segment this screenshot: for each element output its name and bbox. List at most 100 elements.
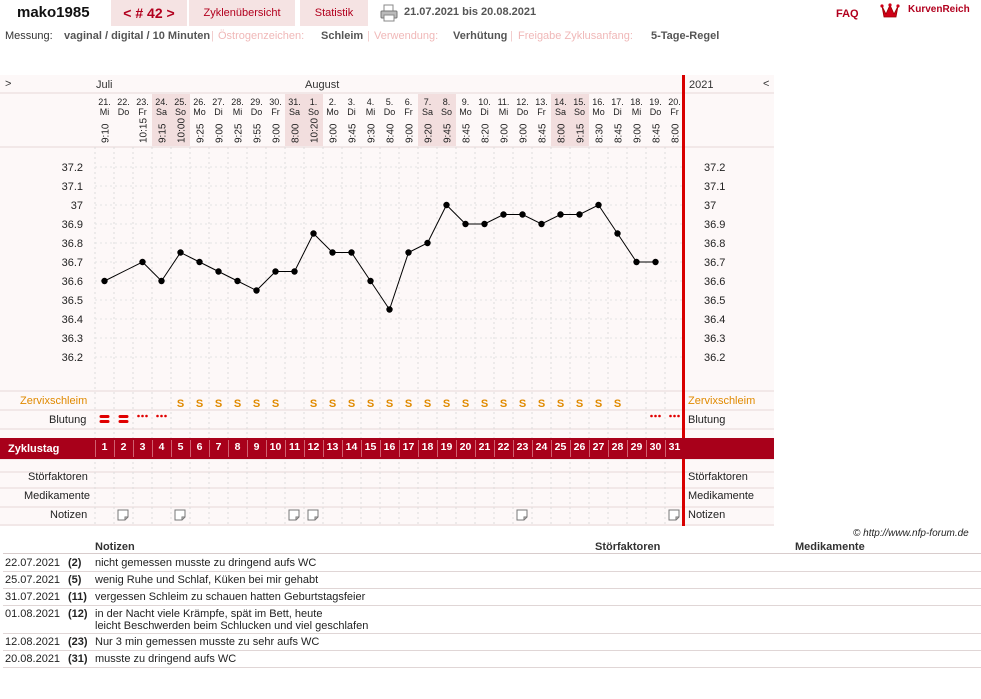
cycle-day-divider (133, 440, 134, 457)
day-time: 8:40 (386, 123, 397, 143)
y-tick-label: 36.8 (62, 238, 83, 250)
day-time: 8:00 (557, 123, 568, 143)
cycle-day-number[interactable]: 19 (440, 441, 453, 453)
printer-icon[interactable] (380, 4, 398, 22)
bleeding-spot-mark (654, 414, 657, 418)
cycle-day-number[interactable]: 12 (307, 441, 320, 453)
note-icon (516, 509, 528, 521)
cycle-day-number[interactable]: 22 (497, 441, 510, 453)
day-time: 8:00 (671, 123, 682, 143)
cycle-switcher[interactable]: < # 42 > (111, 0, 187, 26)
cycle-day-number[interactable]: 4 (158, 441, 165, 453)
note-date: 12.08.2021 (5, 636, 61, 648)
cycle-day-number[interactable]: 27 (592, 441, 605, 453)
cycle-day-number[interactable]: 21 (478, 441, 491, 453)
tab-statistics[interactable]: Statistik (300, 0, 368, 26)
notes-table-row: 25.07.2021 (5) wenig Ruhe und Schlaf, Küke… (3, 572, 981, 589)
bleeding-spot-mark (658, 414, 661, 418)
bleeding-row-label: Blutung (49, 414, 87, 426)
faq-link[interactable]: FAQ (836, 8, 859, 20)
note-date: 31.07.2021 (5, 591, 61, 603)
cycle-day-number[interactable]: 10 (269, 441, 282, 453)
temperature-point (272, 268, 279, 275)
mucus-mark: S (443, 398, 450, 410)
cycle-day-number[interactable]: 25 (554, 441, 567, 453)
day-date: 11. (498, 97, 510, 107)
meds-row-label: Medikamente (24, 490, 91, 502)
jester-logo-icon[interactable] (880, 2, 900, 20)
cycle-day-number[interactable]: 2 (120, 441, 127, 453)
usage-label: Verwendung: (374, 30, 439, 42)
chart-prev-button[interactable]: > (5, 78, 12, 90)
cycle-day-number[interactable]: 17 (402, 441, 415, 453)
y-tick-label-right: 37 (704, 200, 716, 212)
temperature-point (538, 220, 545, 228)
disturb-row-label: Störfaktoren (28, 471, 88, 483)
tab-cycle-overview[interactable]: Zyklenübersicht (189, 0, 295, 26)
temperature-point (595, 201, 602, 209)
day-date: 31. (288, 97, 301, 107)
note-icon (117, 509, 129, 521)
disturb-row-label-right: Störfaktoren (688, 471, 748, 483)
temperature-point (253, 287, 260, 294)
mucus-mark: S (405, 398, 412, 410)
cycle-day-number[interactable]: 28 (611, 441, 624, 453)
day-date: 3. (348, 97, 356, 107)
notes-table-row: 22.07.2021 (2) nicht gemessen musste zu dr… (3, 555, 981, 572)
brand-name[interactable]: KurvenReich (908, 4, 970, 15)
y-tick-label: 36.5 (62, 295, 83, 307)
cycle-day-number[interactable]: 9 (253, 441, 260, 453)
cycle-day-number[interactable]: 15 (364, 441, 377, 453)
day-date: 24. (155, 97, 168, 107)
temperature-point (462, 220, 469, 228)
day-time: 10:20 (310, 118, 321, 143)
cycle-day-number[interactable]: 30 (649, 441, 662, 453)
bleeding-spot-mark (669, 414, 672, 418)
day-weekday: So (175, 107, 186, 117)
estrogen-label: Östrogenzeichen: (218, 30, 305, 42)
cycle-day-number[interactable]: 14 (345, 441, 358, 453)
cycle-day-number[interactable]: 16 (383, 441, 396, 453)
mucus-mark: S (386, 398, 393, 410)
cycle-day-number[interactable]: 18 (421, 441, 434, 453)
day-time: 8:45 (614, 123, 625, 143)
mucus-row-label-right: Zervixschleim (688, 395, 756, 407)
cycle-day-number[interactable]: 8 (234, 441, 241, 453)
bleeding-heavy-mark (118, 415, 129, 418)
note-icon (668, 509, 680, 521)
cycle-day-number[interactable]: 1 (101, 441, 108, 453)
cycle-day-number[interactable]: 3 (139, 441, 146, 453)
cycle-day-number[interactable]: 29 (630, 441, 643, 453)
copyright[interactable]: © http://www.nfp-forum.de (853, 528, 969, 539)
note-text: Nur 3 min gemessen musste zu sehr aufs W… (95, 636, 320, 648)
mucus-mark: S (462, 398, 469, 410)
day-date: 10. (478, 97, 491, 107)
day-weekday: Fr (670, 107, 679, 117)
day-time: 8:00 (291, 123, 302, 143)
cycle-day-number[interactable]: 5 (177, 441, 184, 453)
y-tick-label-right: 36.8 (704, 238, 725, 250)
cycle-day-number[interactable]: 31 (668, 441, 681, 453)
note-icon (307, 509, 319, 521)
day-weekday: Sa (156, 107, 167, 117)
y-tick-label: 37.1 (62, 181, 83, 193)
cycle-day-number[interactable]: 23 (516, 441, 529, 453)
mucus-mark: S (177, 398, 184, 410)
chart-next-button[interactable]: < (763, 78, 770, 90)
day-weekday: Mi (366, 107, 376, 117)
measurement-label: Messung: (5, 30, 53, 42)
cycle-day-number[interactable]: 13 (326, 441, 339, 453)
day-weekday: Mi (632, 107, 642, 117)
temperature-point (158, 277, 165, 285)
day-weekday: Do (384, 107, 396, 117)
cycle-day-number[interactable]: 20 (459, 441, 472, 453)
mucus-mark: S (196, 398, 203, 410)
cycle-day-number[interactable]: 7 (215, 441, 222, 453)
month-label-july: Juli (96, 79, 113, 91)
cycle-day-number[interactable]: 26 (573, 441, 586, 453)
day-time: 9:45 (443, 123, 454, 143)
cycle-day-number[interactable]: 24 (535, 441, 548, 453)
cycle-day-number[interactable]: 6 (196, 441, 203, 453)
cycle-day-divider (646, 440, 647, 457)
cycle-day-number[interactable]: 11 (288, 441, 301, 453)
